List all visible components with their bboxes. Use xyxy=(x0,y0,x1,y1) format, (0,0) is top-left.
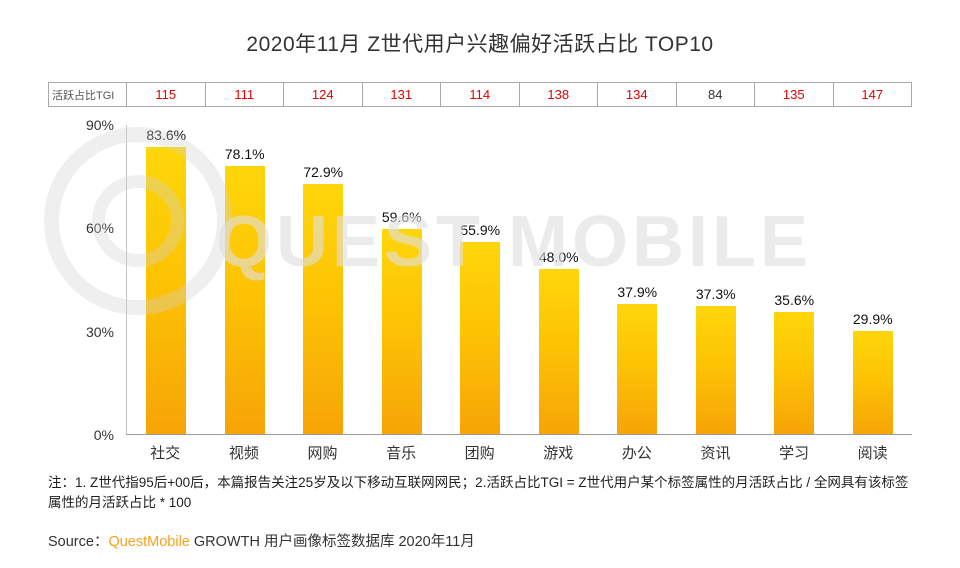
bar-column: 37.9% xyxy=(598,125,677,434)
bar xyxy=(224,165,265,434)
footnote: 注：1. Z世代指95后+00后，本篇报告关注25岁及以下移动互联网网民；2.活… xyxy=(48,475,909,511)
tgi-row-label: 活跃占比TGI xyxy=(49,83,127,106)
x-axis-label: 办公 xyxy=(621,444,652,462)
tgi-value: 138 xyxy=(520,83,598,106)
x-axis-label: 阅读 xyxy=(857,444,888,462)
tgi-value: 135 xyxy=(755,83,834,106)
bar-column: 78.1% xyxy=(206,125,285,434)
y-axis-tick: 60% xyxy=(85,220,114,237)
x-axis-label: 视频 xyxy=(228,444,259,462)
tgi-value: 84 xyxy=(677,83,755,106)
plot-area: 83.6% 78.1% 72.9% 59.6% 55.9% 48.0% 37.9% 37.3%… xyxy=(126,125,912,435)
x-axis-labels: 社交 视频 网购 音乐 团购 游戏 办公 资讯 学习 阅读 xyxy=(126,435,912,469)
tgi-value: 114 xyxy=(441,83,520,106)
source-suffix: GROWTH 用户画像标签数据库 2020年11月 xyxy=(189,533,475,550)
x-axis-label: 团购 xyxy=(464,444,495,462)
tgi-value: 115 xyxy=(127,83,206,106)
tgi-value: 147 xyxy=(861,87,884,102)
bar xyxy=(617,303,658,434)
bar xyxy=(774,311,815,434)
source-prefix: Source： xyxy=(48,533,109,550)
x-axis-label: 游戏 xyxy=(543,444,574,462)
bar-column: 37.3% xyxy=(677,125,756,434)
bar xyxy=(381,229,422,434)
chart-title: 2020年11月 Z世代用户兴趣偏好活跃占比 TOP10 xyxy=(246,33,714,56)
bar xyxy=(538,269,579,434)
tgi-value: 131 xyxy=(363,83,441,106)
bar-value-label: 55.9% xyxy=(460,222,501,239)
y-axis: 0% 30% 60% 90% xyxy=(48,117,126,443)
bar-column: 83.6% xyxy=(127,125,206,434)
y-axis-tick: 90% xyxy=(85,117,114,133)
bar-value-label: 37.3% xyxy=(695,285,736,302)
bar-column: 72.9% xyxy=(284,125,363,434)
bar-column: 48.0% xyxy=(520,125,599,434)
x-axis-label: 资讯 xyxy=(700,444,731,462)
y-axis-tick: 0% xyxy=(93,427,114,443)
y-axis-tick: 30% xyxy=(85,323,114,340)
bar xyxy=(852,331,893,434)
source-line: Source：QuestMobile GROWTH 用户画像标签数据库 2020… xyxy=(48,530,912,551)
tgi-value: 124 xyxy=(284,83,363,106)
bar xyxy=(303,183,344,434)
x-axis-label: 音乐 xyxy=(386,444,417,462)
bar xyxy=(695,305,736,434)
bar-value-label: 37.9% xyxy=(617,283,658,300)
bar xyxy=(146,146,187,434)
bar xyxy=(460,242,501,434)
bar-value-label: 78.1% xyxy=(224,145,265,162)
x-axis-label: 网购 xyxy=(307,444,338,462)
source-brand: QuestMobile xyxy=(108,533,190,550)
bar-value-label: 83.6% xyxy=(146,126,187,143)
bar-column: 35.6% xyxy=(755,125,834,434)
tgi-table: 活跃占比TGI 115 111 124 131 114 138 134 84 135 147 xyxy=(48,82,912,107)
bar-column: 59.6% xyxy=(363,125,442,434)
bar-chart: 0% 30% 60% 90% 83.6% 78.1% 72.9% 59.6% 55.9% 48.… xyxy=(44,117,912,443)
x-axis-label: 社交 xyxy=(150,444,181,462)
bar-value-label: 35.6% xyxy=(774,291,815,308)
bar-value-label: 29.9% xyxy=(852,311,893,328)
bar-value-label: 48.0% xyxy=(538,249,579,266)
bar-value-label: 72.9% xyxy=(303,163,344,180)
bar-column: 29.9% xyxy=(834,125,913,434)
tgi-value: 134 xyxy=(598,83,677,106)
bar-value-label: 59.6% xyxy=(381,209,422,226)
bar-column: 55.9% xyxy=(441,125,520,434)
tgi-value: 111 xyxy=(206,83,284,106)
x-axis-label: 学习 xyxy=(779,444,810,462)
